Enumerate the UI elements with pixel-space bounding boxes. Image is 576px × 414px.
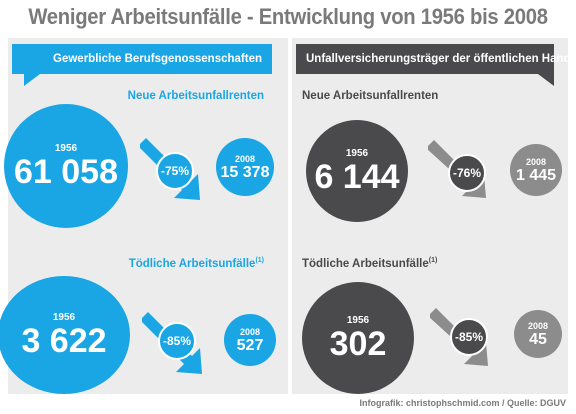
right-section1-to-value: 1 445 [515,167,557,184]
left-section1-from-value: 61 058 [14,153,118,191]
left-section1-heading: Neue Arbeitsunfallrenten [127,90,264,102]
left-section2-footnote: (1) [255,257,264,264]
left-section2-from-value: 3 622 [21,322,107,360]
left-section1-from-circle: 1956 61 058 [4,104,128,228]
right-section2-to-value: 45 [529,331,547,348]
left-section1-to-circle: 2008 15 378 [216,138,274,196]
right-section1-change-badge: -76% [448,154,486,192]
right-section2-heading: Tödliche Arbeitsunfälle(1) [302,257,437,270]
left-section1-to-value: 15 378 [220,164,270,181]
right-banner-tail [538,74,554,86]
right-section2-change-badge: -85% [450,318,488,356]
right-section2-from-circle: 1956 302 [302,282,414,394]
right-section2-from-year: 1956 [346,315,370,326]
left-banner: Gewerbliche Berufsgenossenschaften [12,44,272,74]
left-section2-heading: Tödliche Arbeitsunfälle(1) [129,257,264,270]
left-section2-from-circle: 1956 3 622 [0,276,130,394]
right-banner: Unfallversicherungsträger der öffentlich… [296,44,571,74]
panel-divider [288,38,292,394]
left-section1-from-year: 1956 [54,143,78,154]
left-banner-tail [24,74,40,86]
left-section2-change-badge: -85% [158,322,196,360]
infographic-title: Weniger Arbeitsunfälle - Entwicklung von… [28,4,548,29]
right-section2-from-value: 302 [329,325,387,363]
right-section1-from-circle: 1956 6 144 [306,120,408,222]
right-section1-from-value: 6 144 [314,158,400,196]
right-section1-to-circle: 2008 1 445 [510,144,562,196]
right-section1-from-year: 1956 [345,148,369,159]
left-section2-heading-text: Tödliche Arbeitsunfälle [128,257,256,270]
source-credit: Infografik: christophschmid.com / Quelle… [359,398,566,408]
right-section2-heading-text: Tödliche Arbeitsunfälle [302,257,429,270]
right-section1-heading: Neue Arbeitsunfallrenten [302,90,439,102]
left-section1-to-year: 2008 [234,154,256,164]
right-section1-to-year: 2008 [525,157,547,167]
right-section2-footnote: (1) [428,257,438,264]
left-section2-to-year: 2008 [239,327,261,337]
left-section2-to-value: 527 [236,337,264,354]
left-section2-to-circle: 2008 527 [224,314,276,366]
left-section2-from-year: 1956 [52,312,76,323]
right-section2-to-circle: 2008 45 [514,310,562,358]
left-section1-change-badge: -75% [156,152,194,190]
right-section2-to-year: 2008 [527,321,549,331]
